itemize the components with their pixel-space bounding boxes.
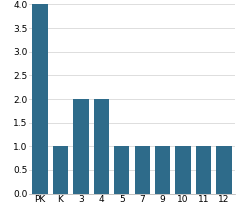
Bar [175, 146, 191, 194]
Bar [32, 4, 48, 194]
Bar [135, 146, 150, 194]
Bar [196, 146, 211, 194]
Bar [114, 146, 129, 194]
Bar [155, 146, 170, 194]
Bar [73, 99, 89, 194]
Bar [94, 99, 109, 194]
Bar [216, 146, 232, 194]
Bar [53, 146, 68, 194]
